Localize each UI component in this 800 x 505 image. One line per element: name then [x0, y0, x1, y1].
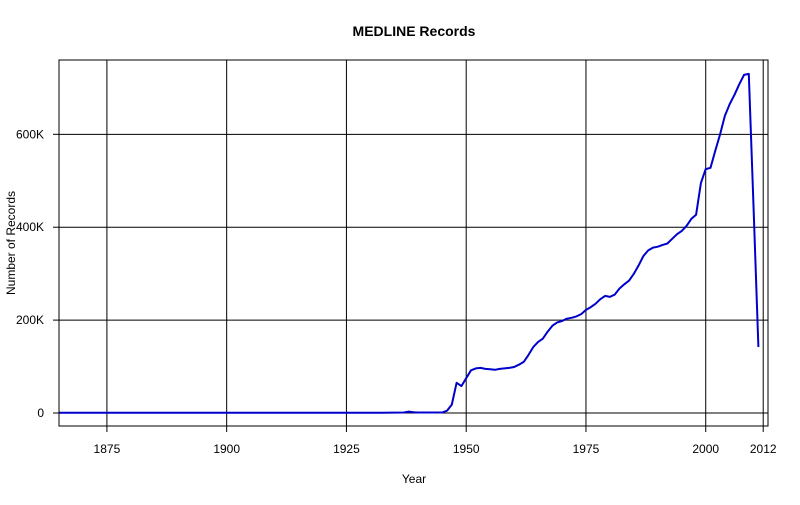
y-tick-label: 600K [16, 127, 44, 141]
chart-title: MEDLINE Records [353, 23, 476, 39]
x-tick-label: 1950 [453, 442, 480, 456]
y-tick-label: 200K [16, 313, 44, 327]
x-tick-label: 1925 [333, 442, 360, 456]
y-tick-label: 400K [16, 220, 44, 234]
plot-frame [58, 59, 769, 427]
grid-lines [59, 60, 768, 426]
x-tick-label: 1900 [213, 442, 240, 456]
x-tick-label: 1975 [573, 442, 600, 456]
y-tick-label: 0 [37, 406, 44, 420]
x-tick-label: 1875 [94, 442, 121, 456]
series-layer [59, 72, 760, 414]
x-tick-label: 2000 [692, 442, 719, 456]
x-axis-label: Year [402, 472, 426, 486]
tick-labels: 1875 1900 1925 1950 1975 2000 2012 0 200K 400K 600… [16, 127, 777, 456]
series-line [59, 72, 760, 414]
x-tick-label: 2012 [750, 442, 777, 456]
y-axis-label: Number of Records [4, 191, 18, 295]
